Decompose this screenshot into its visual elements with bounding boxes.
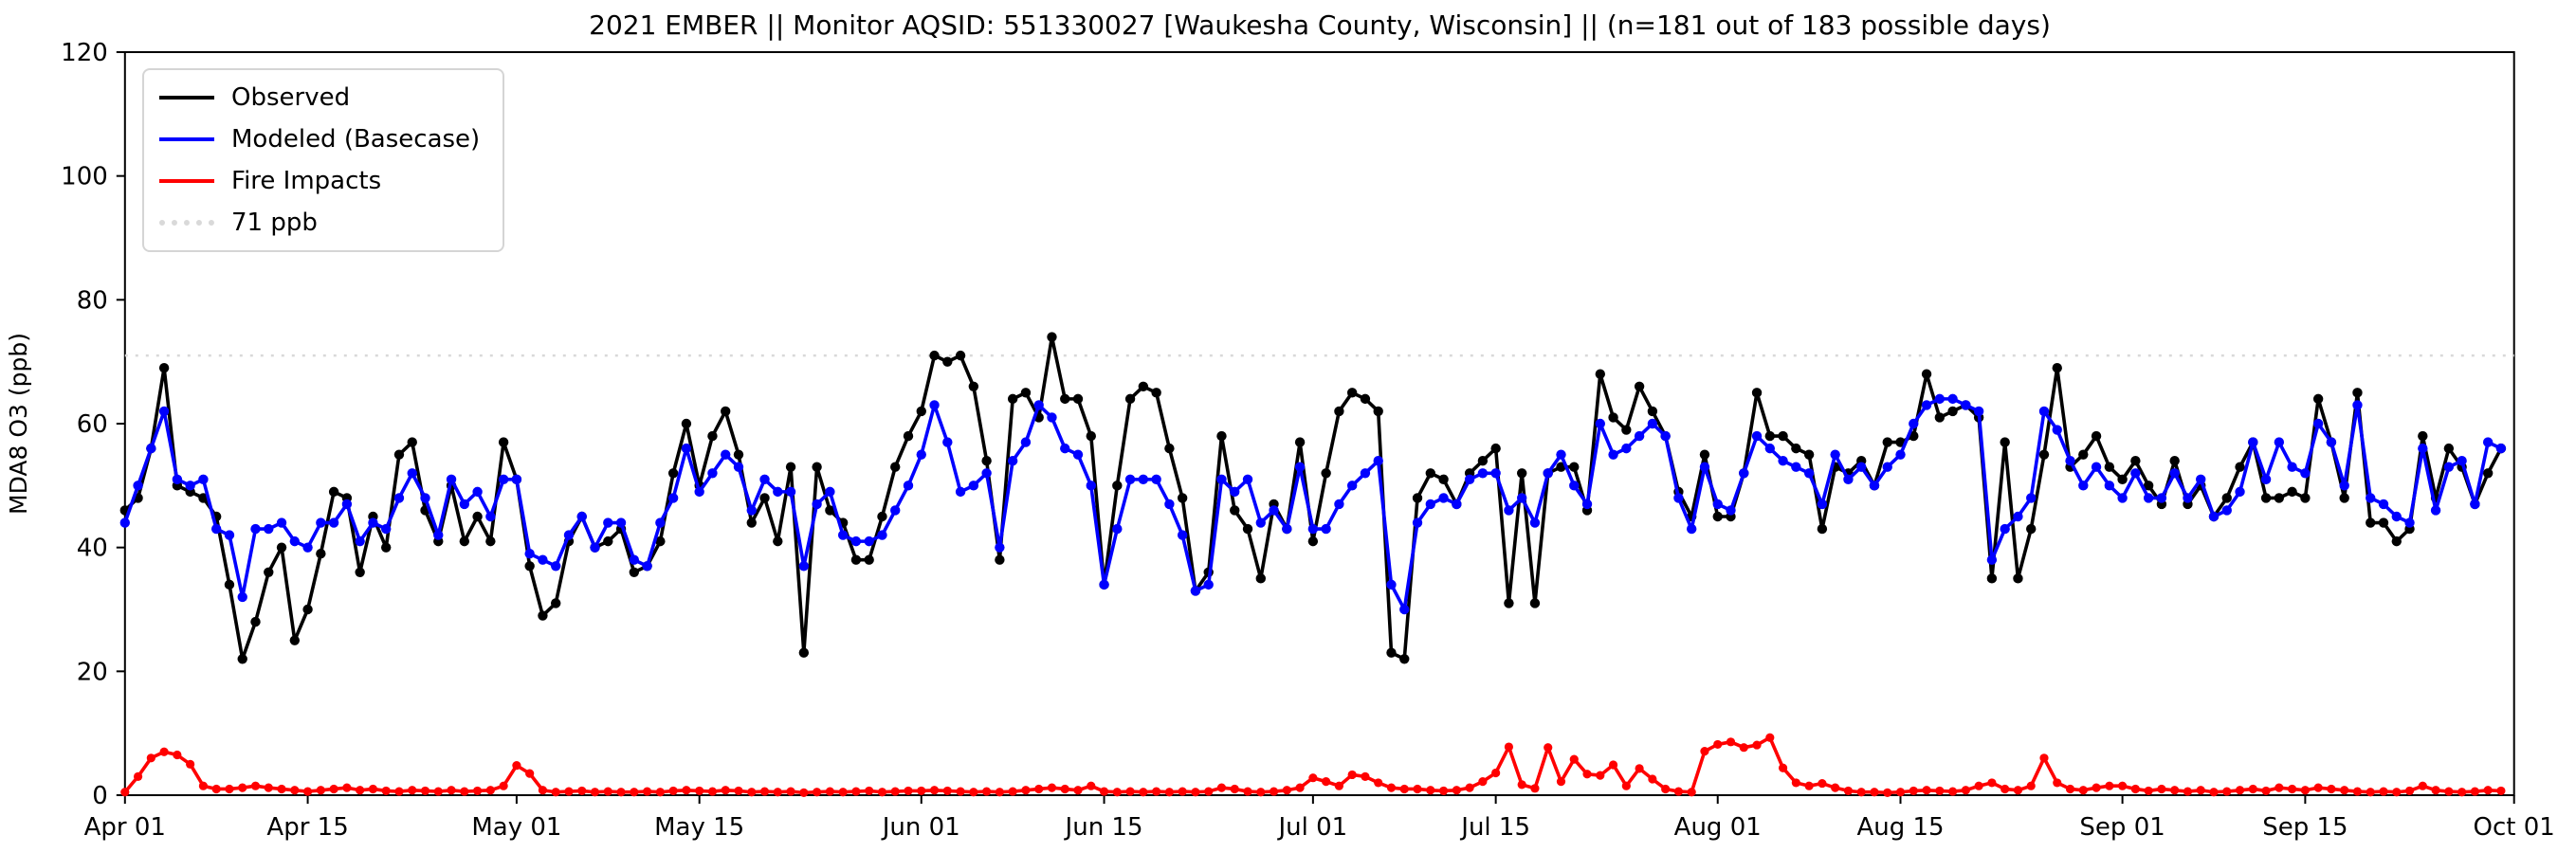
svg-text:Apr 15: Apr 15 bbox=[266, 813, 348, 842]
fire-line-swatch bbox=[159, 179, 214, 183]
legend-label: Modeled (Basecase) bbox=[231, 125, 481, 154]
legend: Observed Modeled (Basecase) Fire Impacts… bbox=[142, 68, 505, 252]
svg-text:Jul 15: Jul 15 bbox=[1459, 813, 1530, 842]
svg-text:Apr 01: Apr 01 bbox=[84, 813, 166, 842]
legend-label: Fire Impacts bbox=[231, 167, 382, 195]
svg-text:May 15: May 15 bbox=[654, 813, 744, 842]
svg-text:40: 40 bbox=[77, 535, 108, 563]
svg-text:Jun 15: Jun 15 bbox=[1064, 813, 1143, 842]
threshold-line-swatch bbox=[159, 220, 214, 226]
svg-text:May 01: May 01 bbox=[471, 813, 561, 842]
svg-text:Jul 01: Jul 01 bbox=[1277, 813, 1348, 842]
svg-text:Aug 01: Aug 01 bbox=[1674, 813, 1762, 842]
svg-text:0: 0 bbox=[92, 782, 108, 810]
legend-label: Observed bbox=[231, 83, 351, 112]
svg-text:Jun 01: Jun 01 bbox=[881, 813, 960, 842]
legend-item-modeled: Modeled (Basecase) bbox=[159, 121, 480, 157]
svg-text:120: 120 bbox=[61, 39, 108, 67]
svg-text:MDA8 O3 (ppb): MDA8 O3 (ppb) bbox=[5, 333, 32, 515]
svg-text:Sep 15: Sep 15 bbox=[2262, 813, 2348, 842]
svg-text:20: 20 bbox=[77, 658, 108, 686]
svg-text:60: 60 bbox=[77, 410, 108, 439]
svg-text:100: 100 bbox=[61, 163, 108, 191]
legend-item-observed: Observed bbox=[159, 80, 480, 116]
svg-text:Aug 15: Aug 15 bbox=[1856, 813, 1944, 842]
observed-line-swatch bbox=[159, 96, 214, 100]
legend-label: 71 ppb bbox=[231, 209, 318, 237]
legend-item-threshold: 71 ppb bbox=[159, 205, 480, 241]
chart-title: 2021 EMBER || Monitor AQSID: 551330027 [… bbox=[589, 9, 2051, 41]
modeled-line-swatch bbox=[159, 137, 214, 141]
legend-item-fire: Fire Impacts bbox=[159, 163, 480, 199]
svg-text:Oct 01: Oct 01 bbox=[2474, 813, 2555, 842]
svg-text:Sep 01: Sep 01 bbox=[2079, 813, 2165, 842]
svg-text:80: 80 bbox=[77, 286, 108, 315]
